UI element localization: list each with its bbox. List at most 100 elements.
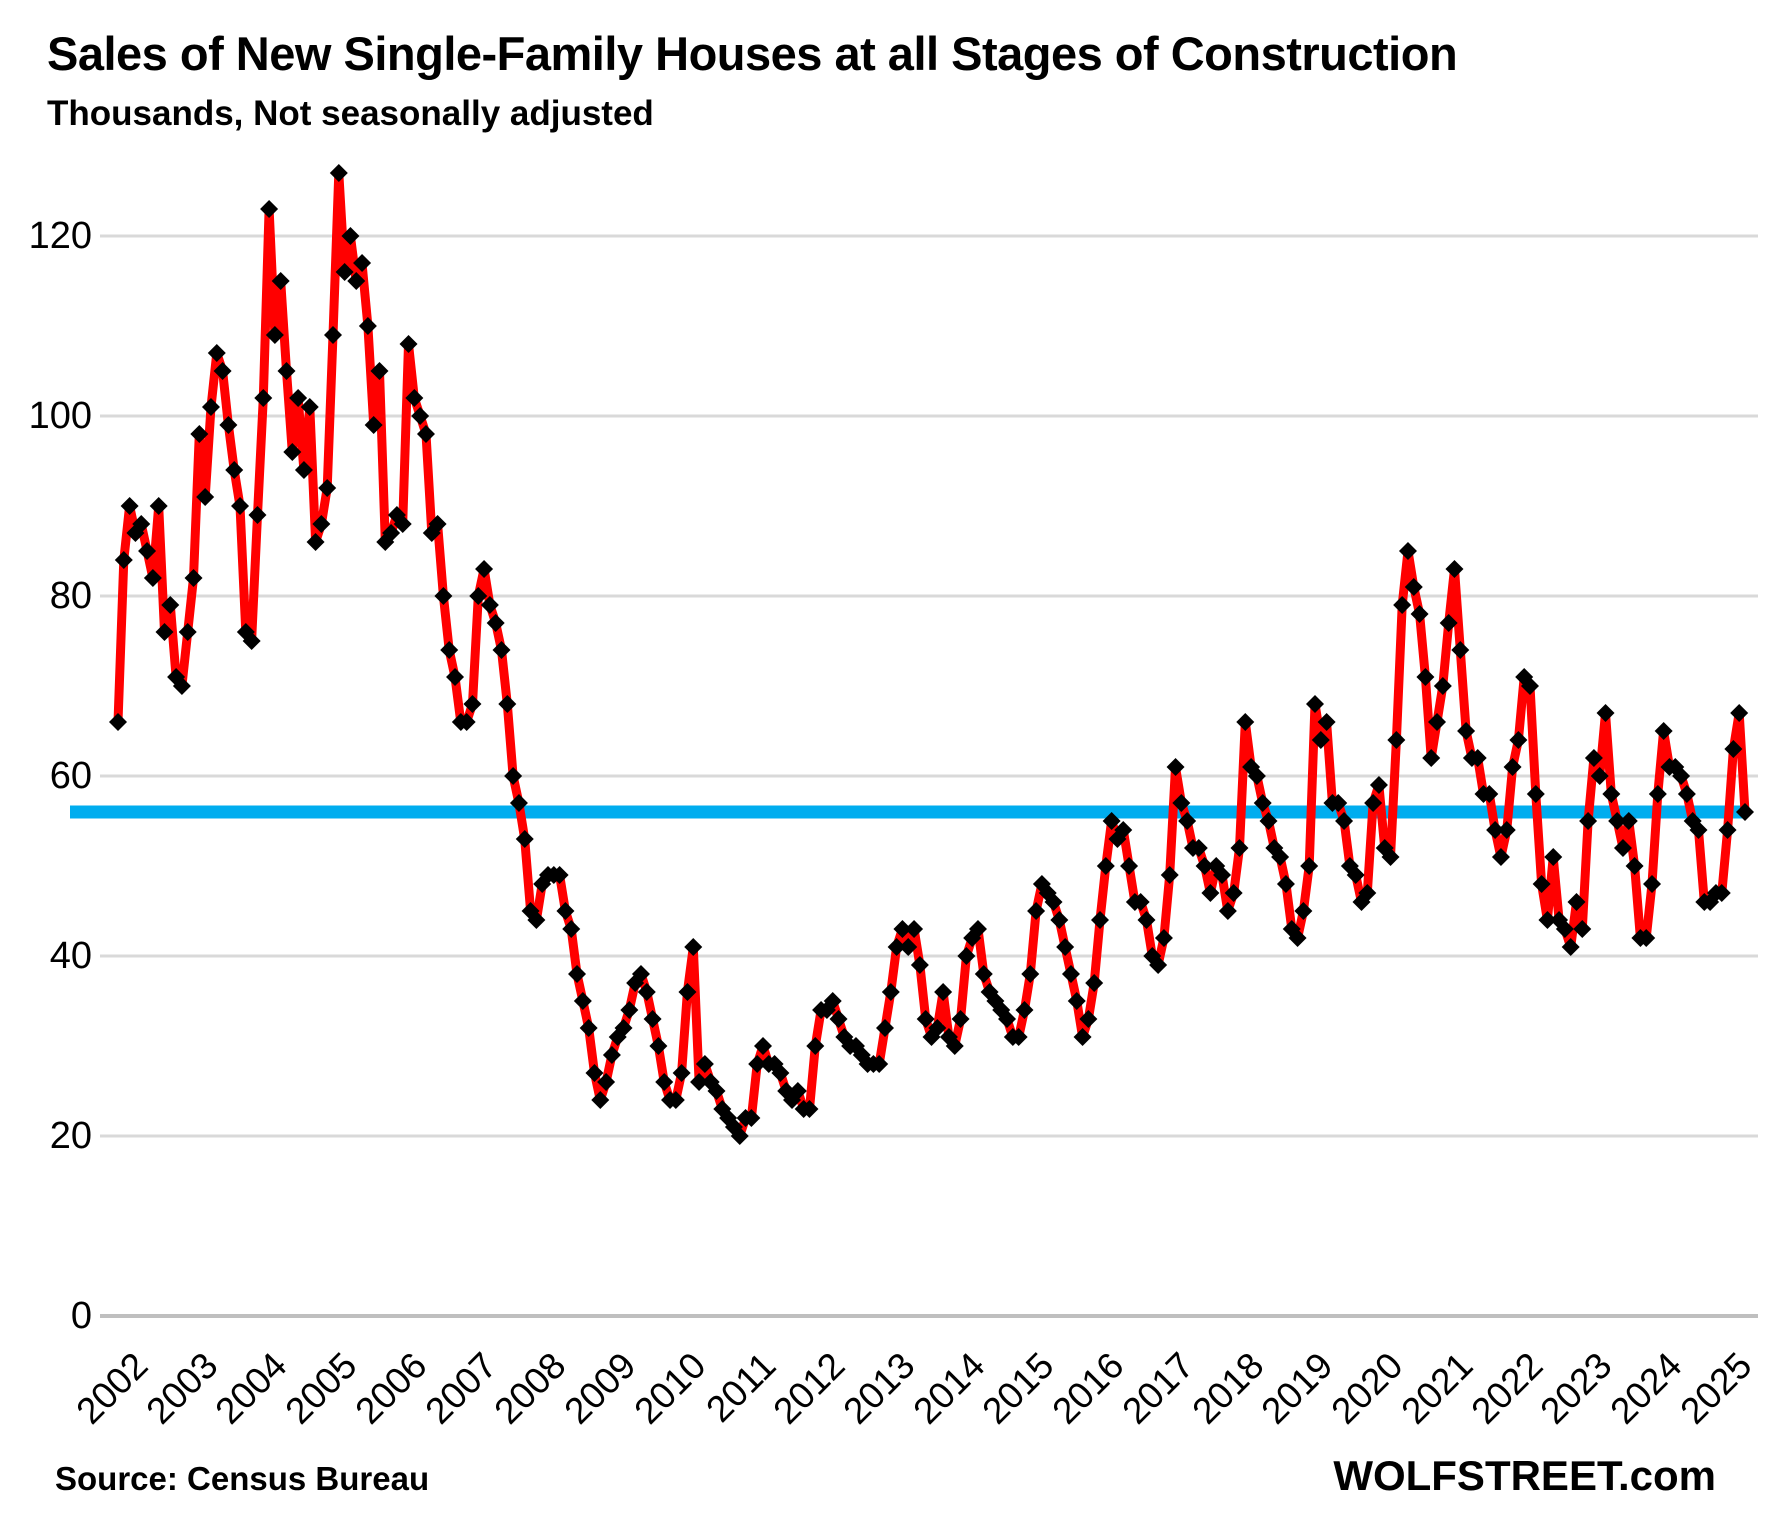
data-point-marker <box>306 533 325 551</box>
data-point-marker <box>1689 821 1708 839</box>
data-point-marker <box>225 461 244 479</box>
data-point-marker <box>1306 695 1325 713</box>
data-point-marker <box>1480 785 1499 803</box>
data-point-marker <box>1061 965 1080 983</box>
data-point-marker <box>1166 758 1185 776</box>
data-point-marker <box>1120 857 1139 875</box>
data-point-marker <box>312 515 331 533</box>
data-point-marker <box>1526 785 1545 803</box>
data-point-marker <box>1532 875 1551 893</box>
data-point-marker <box>1096 857 1115 875</box>
data-point-marker <box>1247 767 1266 785</box>
data-point-marker <box>1491 848 1510 866</box>
data-point-marker <box>1178 812 1197 830</box>
data-point-marker <box>1730 704 1749 722</box>
data-point-marker <box>248 506 267 524</box>
data-point-marker <box>1422 749 1441 767</box>
data-point-marker <box>114 551 133 569</box>
data-point-marker <box>207 344 226 362</box>
data-point-marker <box>475 560 494 578</box>
data-point-marker <box>1213 866 1232 884</box>
data-point-marker <box>1311 731 1330 749</box>
data-point-marker <box>1428 713 1447 731</box>
data-point-marker <box>1445 560 1464 578</box>
data-point-marker <box>1288 929 1307 947</box>
data-point-marker <box>788 1082 807 1100</box>
data-point-marker <box>568 965 587 983</box>
data-point-marker <box>742 1109 761 1127</box>
data-point-marker <box>294 461 313 479</box>
data-point-marker <box>806 1037 825 1055</box>
data-point-marker <box>1573 920 1592 938</box>
data-point-marker <box>498 695 517 713</box>
data-point-marker <box>149 497 168 515</box>
data-point-marker <box>1538 911 1557 929</box>
data-point-marker <box>1602 785 1621 803</box>
data-point-marker <box>1613 839 1632 857</box>
data-point-marker <box>172 677 191 695</box>
wolfstreet-branding: WOLFSTREET.com <box>1333 1452 1716 1499</box>
data-point-marker <box>1300 857 1319 875</box>
data-point-marker <box>1561 938 1580 956</box>
data-point-marker <box>1439 614 1458 632</box>
data-point-marker <box>614 1019 633 1037</box>
y-tick-label: 40 <box>49 935 92 977</box>
data-point-marker <box>1259 812 1278 830</box>
data-point-marker <box>1335 812 1354 830</box>
data-point-marker <box>457 713 476 731</box>
data-point-marker <box>1590 767 1609 785</box>
data-point-marker <box>556 902 575 920</box>
data-point-marker <box>800 1100 819 1118</box>
data-point-marker <box>486 614 505 632</box>
data-point-marker <box>1172 794 1191 812</box>
data-point-marker <box>631 965 650 983</box>
data-point-marker <box>1608 812 1627 830</box>
data-point-marker <box>695 1055 714 1073</box>
data-point-marker <box>1468 749 1487 767</box>
data-point-marker <box>155 623 174 641</box>
data-point-marker <box>1253 794 1272 812</box>
data-point-marker <box>1555 920 1574 938</box>
data-point-marker <box>672 1064 691 1082</box>
data-point-marker <box>463 695 482 713</box>
data-point-marker <box>893 920 912 938</box>
data-point-marker <box>329 164 348 182</box>
data-point-marker <box>707 1082 726 1100</box>
data-point-marker <box>492 641 511 659</box>
data-point-marker <box>509 794 528 812</box>
data-point-marker <box>1712 884 1731 902</box>
data-point-marker <box>916 1010 935 1028</box>
data-point-marker <box>527 911 546 929</box>
data-point-marker <box>1637 929 1656 947</box>
y-tick-label: 0 <box>70 1295 92 1337</box>
data-point-marker <box>1648 785 1667 803</box>
data-point-marker <box>1625 857 1644 875</box>
data-point-marker <box>1358 884 1377 902</box>
data-point-marker <box>335 263 354 281</box>
data-point-marker <box>934 983 953 1001</box>
data-point-marker <box>1643 875 1662 893</box>
data-point-marker <box>1567 893 1586 911</box>
data-point-marker <box>416 425 435 443</box>
data-point-marker <box>1497 821 1516 839</box>
data-point-marker <box>1486 821 1505 839</box>
data-point-marker <box>928 1019 947 1037</box>
data-point-marker <box>341 227 360 245</box>
data-point-marker <box>1056 938 1075 956</box>
data-point-marker <box>318 479 337 497</box>
data-point-marker <box>748 1055 767 1073</box>
data-point-marker <box>184 569 203 587</box>
data-point-marker <box>1114 821 1133 839</box>
data-point-marker <box>1369 776 1388 794</box>
data-point-marker <box>440 641 459 659</box>
data-point-marker <box>905 920 924 938</box>
data-point-marker <box>1079 1010 1098 1028</box>
data-point-marker <box>1329 794 1348 812</box>
data-point-marker <box>945 1037 964 1055</box>
data-point-marker <box>504 767 523 785</box>
data-point-marker <box>655 1073 674 1091</box>
data-point-marker <box>1137 911 1156 929</box>
data-point-marker <box>1735 803 1754 821</box>
source-note: Source: Census Bureau <box>55 1460 430 1497</box>
